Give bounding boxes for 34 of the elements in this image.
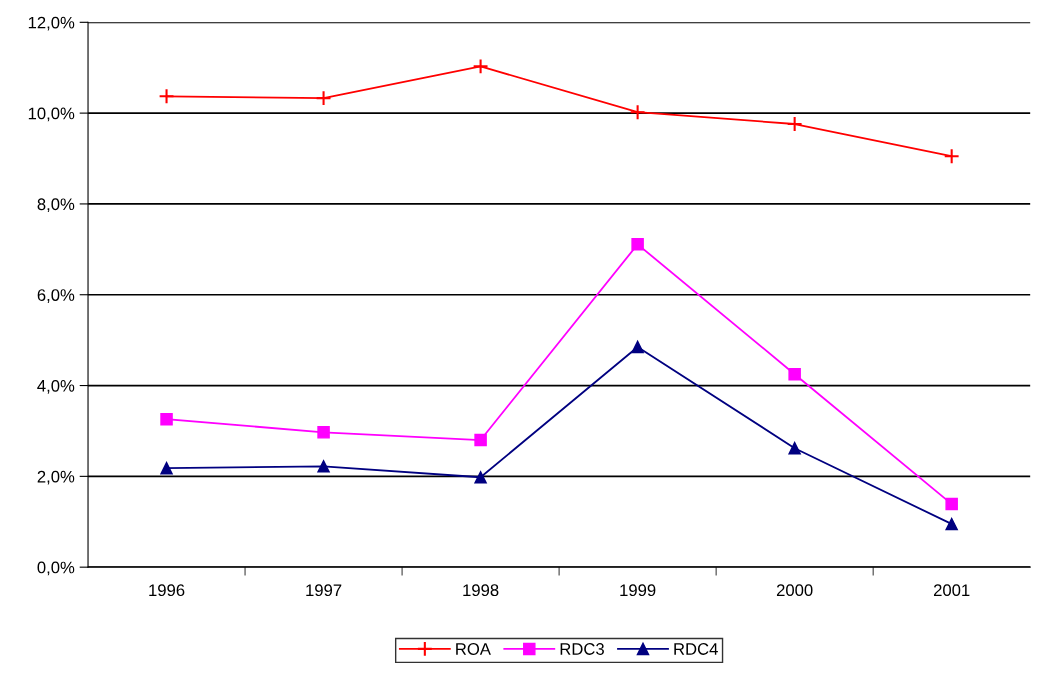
x-tick-label: 2001 — [933, 584, 970, 597]
point — [474, 471, 487, 484]
point — [631, 340, 644, 354]
y-tick-label: 10,0% — [28, 107, 75, 122]
x-tick-label: 1999 — [620, 584, 656, 597]
point — [472, 58, 489, 75]
point — [943, 148, 960, 165]
point — [788, 441, 801, 455]
y-tick-label: 2,0% — [37, 470, 75, 485]
y-tick-label: 12,0% — [28, 16, 75, 31]
point — [786, 116, 803, 132]
point — [945, 497, 958, 511]
y-tick-label: 6,0% — [37, 289, 75, 303]
x-tick-label: 1996 — [149, 584, 185, 597]
point — [317, 426, 330, 439]
point — [160, 461, 173, 475]
legend-label: RDC3 — [560, 643, 604, 655]
point — [631, 238, 644, 251]
point — [945, 517, 958, 531]
x-tick-label: 2000 — [776, 584, 813, 597]
legend-label: ROA — [456, 643, 491, 655]
point — [317, 460, 330, 473]
y-tick-label: 8,0% — [37, 198, 75, 213]
x-tick-label: 1997 — [306, 584, 342, 597]
x-tick-label: 1998 — [463, 584, 499, 597]
point — [474, 433, 487, 447]
point — [158, 88, 175, 105]
point — [788, 367, 801, 381]
y-tick-label: 4,0% — [37, 379, 75, 394]
point — [629, 104, 646, 121]
point — [160, 412, 173, 426]
legend-label: RDC4 — [674, 643, 718, 655]
point — [315, 90, 332, 107]
y-tick-label: 0,0% — [37, 561, 75, 576]
